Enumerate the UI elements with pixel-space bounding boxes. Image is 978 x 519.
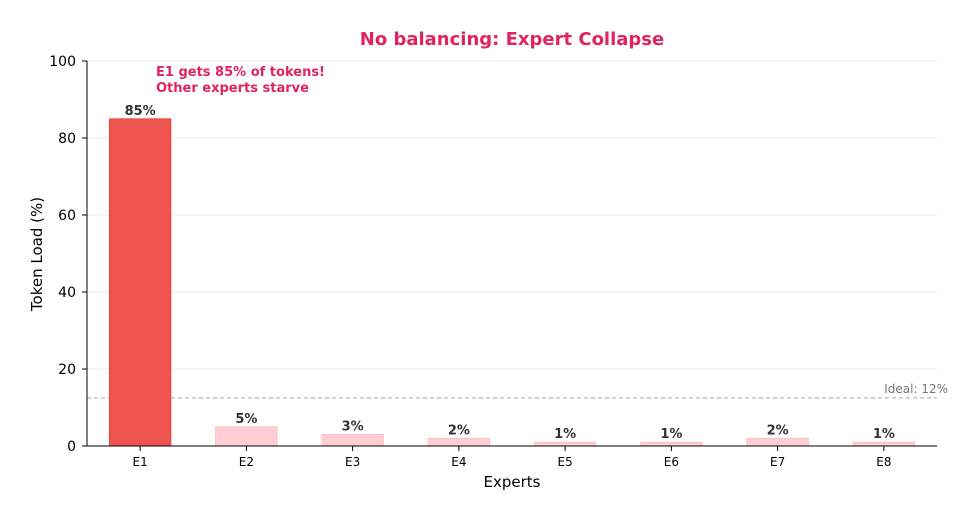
ideal-line-label: Ideal: 12% xyxy=(884,382,948,396)
x-tick-label-e5: E5 xyxy=(558,455,573,469)
x-tick-label-e7: E7 xyxy=(770,455,785,469)
bar-e4 xyxy=(427,437,491,447)
annotation-line-1: E1 gets 85% of tokens! xyxy=(156,65,325,80)
y-tick-label: 40 xyxy=(58,285,76,301)
y-tick-label: 80 xyxy=(58,131,76,147)
data-label-e5: 1% xyxy=(554,427,576,442)
bar-e6 xyxy=(640,441,703,447)
bar-e7 xyxy=(746,437,809,447)
axes-group: 0 20 40 60 80 100 E1 E2 E3 E4 E5 E6 E7 E8 xyxy=(49,54,937,469)
chart-title: No balancing: Expert Collapse xyxy=(360,29,664,50)
x-tick-label-e3: E3 xyxy=(345,455,360,469)
y-tick-label: 60 xyxy=(58,208,76,224)
x-axis-label: Experts xyxy=(484,473,541,491)
data-label-e6: 1% xyxy=(660,427,682,442)
bars-group xyxy=(108,118,916,447)
bar-e1 xyxy=(108,118,172,447)
x-tick-label-e6: E6 xyxy=(664,455,679,469)
annotation-line-2: Other experts starve xyxy=(156,81,309,96)
data-label-e4: 2% xyxy=(448,423,470,438)
grid-lines xyxy=(87,60,937,447)
data-label-e7: 2% xyxy=(767,423,789,438)
y-tick-label: 100 xyxy=(49,54,76,70)
data-label-e2: 5% xyxy=(235,412,257,427)
x-tick-label-e4: E4 xyxy=(451,455,466,469)
y-tick-label: 20 xyxy=(58,362,76,378)
bar-e3 xyxy=(321,434,384,447)
x-tick-label-e8: E8 xyxy=(876,455,891,469)
bar-e5 xyxy=(533,441,597,447)
data-label-e3: 3% xyxy=(342,419,364,434)
x-tick-label-e1: E1 xyxy=(133,455,148,469)
data-label-e1: 85% xyxy=(125,104,156,119)
bar-e2 xyxy=(215,426,278,447)
y-axis-label: Token Load (%) xyxy=(28,197,46,312)
bar-e8 xyxy=(852,441,916,447)
x-tick-label-e2: E2 xyxy=(239,455,254,469)
data-label-e8: 1% xyxy=(873,427,895,442)
y-tick-label: 0 xyxy=(67,439,76,455)
data-labels-group: 85% 5% 3% 2% 1% 1% 2% 1% xyxy=(125,104,895,442)
